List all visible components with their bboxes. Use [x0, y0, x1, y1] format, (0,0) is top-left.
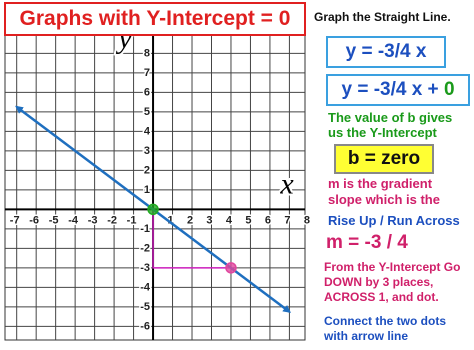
y-tick-label: -2 [140, 242, 150, 254]
y-tick-label: 6 [144, 86, 150, 98]
b-value: b = zero [334, 144, 434, 174]
equation-1: y = -3/4 x [326, 36, 446, 68]
y-tick-label: 5 [144, 106, 150, 118]
line [15, 105, 292, 313]
x-tick-label: 8 [304, 214, 310, 226]
instruction: Graph the Straight Line. [314, 10, 451, 24]
y-tick-label: 4 [144, 125, 151, 137]
title: Graphs with Y-Intercept = 0 [4, 2, 306, 36]
b-note: The value of b gives us the Y-Intercept [328, 110, 453, 140]
x-tick-label: -5 [49, 214, 59, 226]
plot-area [4, 27, 306, 341]
x-tick-label: -3 [88, 214, 98, 226]
x-tick-label: 4 [226, 214, 233, 226]
y-tick-label: -4 [140, 281, 151, 293]
point [147, 203, 159, 216]
y-tick-label: -3 [140, 262, 150, 274]
rise-run: Rise Up / Run Across [328, 213, 460, 228]
y-tick-label: -5 [140, 301, 150, 313]
steps: From the Y-Intercept Go DOWN by 3 places… [324, 260, 461, 304]
x-tick-label: -6 [29, 214, 39, 226]
y-tick-label: 1 [144, 184, 150, 196]
connect: Connect the two dots with arrow line [324, 314, 446, 343]
x-axis-label: x [279, 167, 294, 200]
slope: m = -3 / 4 [326, 232, 408, 253]
x-tick-label: -2 [107, 214, 117, 226]
m-note: m is the gradient slope which is the [328, 176, 440, 207]
y-tick-label: 8 [144, 47, 150, 59]
equation-2-main: y = -3/4 x + [341, 79, 444, 100]
x-tick-label: 6 [265, 214, 271, 226]
x-tick-label: -4 [68, 214, 79, 226]
equation-2: y = -3/4 x + 0 [326, 74, 470, 106]
x-tick-label: -7 [10, 214, 20, 226]
x-tick-label: 3 [206, 214, 212, 226]
x-tick-label: 2 [187, 214, 193, 226]
y-tick-label: 3 [144, 145, 150, 157]
x-tick-label: 7 [284, 214, 290, 226]
y-tick-label: 2 [144, 164, 150, 176]
x-tick-label: -1 [127, 214, 137, 226]
point [225, 262, 237, 274]
x-tick-label: 5 [245, 214, 251, 226]
y-tick-label: 7 [144, 67, 150, 79]
y-tick-label: -6 [140, 320, 150, 332]
y-tick-label: -1 [140, 223, 150, 235]
equation-2-b: 0 [443, 79, 455, 100]
